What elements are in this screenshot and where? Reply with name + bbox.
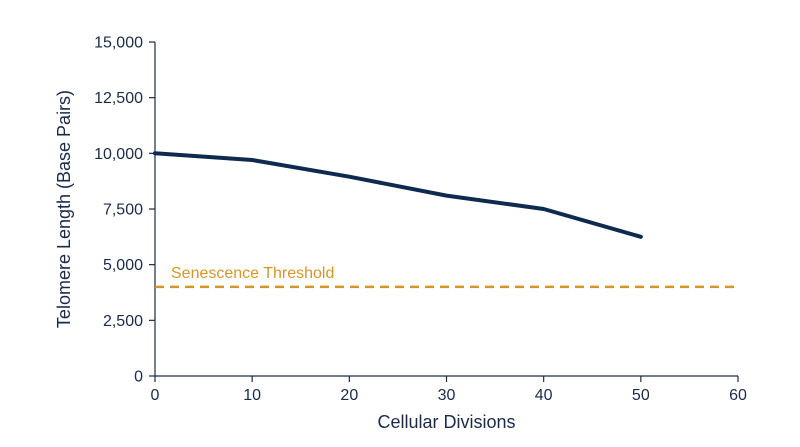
- x-tick-label: 10: [243, 387, 261, 404]
- telomere-length-line: [153, 151, 643, 239]
- series-group: [153, 151, 643, 239]
- y-tick-label: 10,000: [94, 146, 143, 163]
- senescence-threshold-label: Senescence Threshold: [171, 265, 334, 282]
- y-tick-label: 2,500: [103, 313, 143, 330]
- y-axis-title: Telomere Length (Base Pairs): [54, 90, 74, 328]
- x-tick-label: 40: [535, 387, 553, 404]
- y-axis: 0 2,500 5,000 7,500 10,000 12,500 15,000: [94, 35, 156, 386]
- y-tick-label: 5,000: [103, 257, 143, 274]
- y-tick-label: 0: [134, 369, 143, 386]
- y-tick-label: 12,500: [94, 90, 143, 107]
- x-axis-title: Cellular Divisions: [377, 412, 515, 432]
- x-tick-label: 20: [340, 387, 358, 404]
- x-tick-label: 50: [632, 387, 650, 404]
- x-tick-label: 60: [729, 387, 747, 404]
- y-tick-label: 7,500: [103, 202, 143, 219]
- x-tick-label: 0: [151, 387, 160, 404]
- x-axis: 0 10 20 30 40 50 60: [151, 375, 747, 404]
- x-tick-label: 30: [438, 387, 456, 404]
- reference-lines: Senescence Threshold: [155, 265, 738, 289]
- y-tick-label: 15,000: [94, 35, 143, 52]
